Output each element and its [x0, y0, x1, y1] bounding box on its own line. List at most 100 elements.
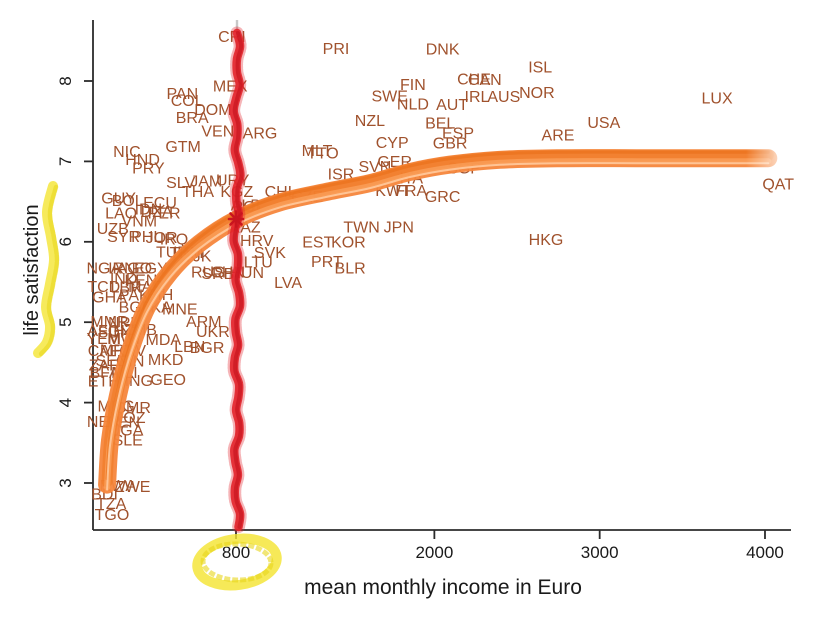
country-label: JAM	[190, 174, 222, 191]
country-label: ESP	[442, 125, 474, 142]
country-label: ARM	[186, 314, 222, 331]
country-label: EST	[302, 235, 333, 252]
country-label: HKG	[529, 232, 564, 249]
country-label: NZL	[355, 113, 385, 130]
country-label: AUT	[436, 97, 468, 114]
country-label: UKR	[196, 324, 230, 341]
country-label: JPN	[384, 219, 414, 236]
country-label: LVA	[274, 275, 302, 292]
country-label: ARE	[542, 128, 575, 145]
country-label: ARG	[243, 125, 278, 142]
country-label: SDN	[98, 325, 132, 342]
y-tick-label: 6	[56, 237, 75, 246]
x-tick-label: 3000	[581, 543, 619, 562]
country-label: GRC	[425, 189, 461, 206]
country-label: CHE	[457, 71, 491, 88]
country-label: VNM	[122, 214, 158, 231]
country-label: BRA	[176, 110, 209, 127]
x-tick-label: 4000	[746, 543, 784, 562]
x-tick-label: 800	[222, 543, 250, 562]
country-label: GTM	[165, 139, 201, 156]
yellow-circle-800	[192, 533, 282, 591]
y-axis-title: life satisfaction	[21, 204, 43, 335]
country-label: BEL	[425, 116, 455, 133]
country-label: SYR	[107, 229, 140, 246]
country-label: NGA	[86, 260, 121, 277]
country-label: LUX	[702, 91, 733, 108]
y-tick-label: 8	[56, 76, 75, 85]
country-label: AGO	[117, 260, 153, 277]
country-label: LBR	[111, 280, 142, 297]
country-label: YEM	[86, 331, 121, 348]
country-label: ECU	[143, 195, 177, 212]
country-label: NLD	[397, 96, 429, 113]
country-label: BOL	[112, 193, 144, 210]
country-label: NIC	[113, 144, 141, 161]
country-label: FRA	[395, 183, 427, 200]
country-label: GEO	[150, 372, 186, 389]
country-label: TCD	[87, 279, 120, 296]
country-label: GHA	[92, 289, 127, 306]
country-label: MMR	[90, 314, 128, 331]
country-label: AUS	[487, 89, 520, 106]
country-label: BGR	[190, 340, 225, 357]
country-label: TTO	[307, 145, 339, 162]
country-label: HRV	[240, 233, 274, 250]
fitted-curve-stroke	[106, 162, 770, 491]
country-label: CAF	[88, 343, 120, 360]
y-tick-label: 7	[56, 157, 75, 166]
country-label: SLE	[113, 432, 143, 449]
country-label: HND	[125, 152, 160, 169]
country-label: QAT	[762, 177, 794, 194]
country-label: CYP	[376, 135, 409, 152]
country-label: PRT	[311, 254, 343, 271]
country-label: LAO	[105, 206, 137, 223]
fitted-curve-stroke	[105, 150, 770, 481]
country-label: KEN	[124, 272, 157, 289]
country-label: UZB	[97, 221, 129, 238]
country-label: ISL	[528, 59, 552, 76]
country-label: TGO	[95, 507, 130, 524]
country-label: COL	[171, 93, 204, 110]
country-label: LBN	[174, 339, 205, 356]
country-label: DNK	[426, 42, 460, 59]
country-label: SRB	[201, 266, 234, 283]
yellow-highlight-ylabel	[33, 181, 60, 358]
country-label: DOM	[194, 102, 231, 119]
country-label: MNE	[162, 301, 198, 318]
country-label: IND	[110, 271, 138, 288]
country-label: PAN	[166, 86, 198, 103]
country-label: FIN	[400, 77, 426, 94]
country-label: IRN	[108, 260, 136, 277]
country-label: TZA	[96, 496, 127, 513]
country-label: TWN	[343, 219, 379, 236]
country-label: IRL	[465, 89, 490, 106]
country-label: CAN	[468, 72, 502, 89]
country-label: LTU	[244, 255, 273, 272]
country-label: MKD	[148, 352, 184, 369]
country-label: THA	[182, 184, 214, 201]
highlighter-annotations	[33, 181, 282, 591]
x-tick-label: 2000	[415, 543, 453, 562]
country-label: SVK	[254, 245, 286, 262]
country-label: PHL	[131, 229, 162, 246]
country-label: ZWE	[115, 479, 151, 496]
country-label: NOR	[519, 85, 555, 102]
curve-fade	[746, 138, 796, 178]
country-label: MDA	[146, 332, 182, 349]
country-label: SWE	[371, 88, 407, 105]
y-tick-label: 5	[56, 317, 75, 326]
y-tick-label: 3	[56, 478, 75, 487]
country-label: DZA	[141, 204, 173, 221]
country-label: SLV	[166, 175, 195, 192]
red-crayon-line	[232, 31, 244, 529]
country-label: JOR	[146, 230, 178, 247]
x-axis-title: mean monthly income in Euro	[304, 576, 582, 599]
y-tick-label: 4	[56, 398, 75, 407]
country-label: VEN	[201, 124, 234, 141]
country-label: IRQ	[160, 231, 188, 248]
yellow-highlight-ylabel	[38, 184, 60, 357]
country-label: USA	[587, 115, 620, 132]
